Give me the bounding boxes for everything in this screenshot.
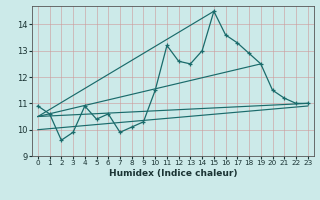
X-axis label: Humidex (Indice chaleur): Humidex (Indice chaleur) bbox=[108, 169, 237, 178]
